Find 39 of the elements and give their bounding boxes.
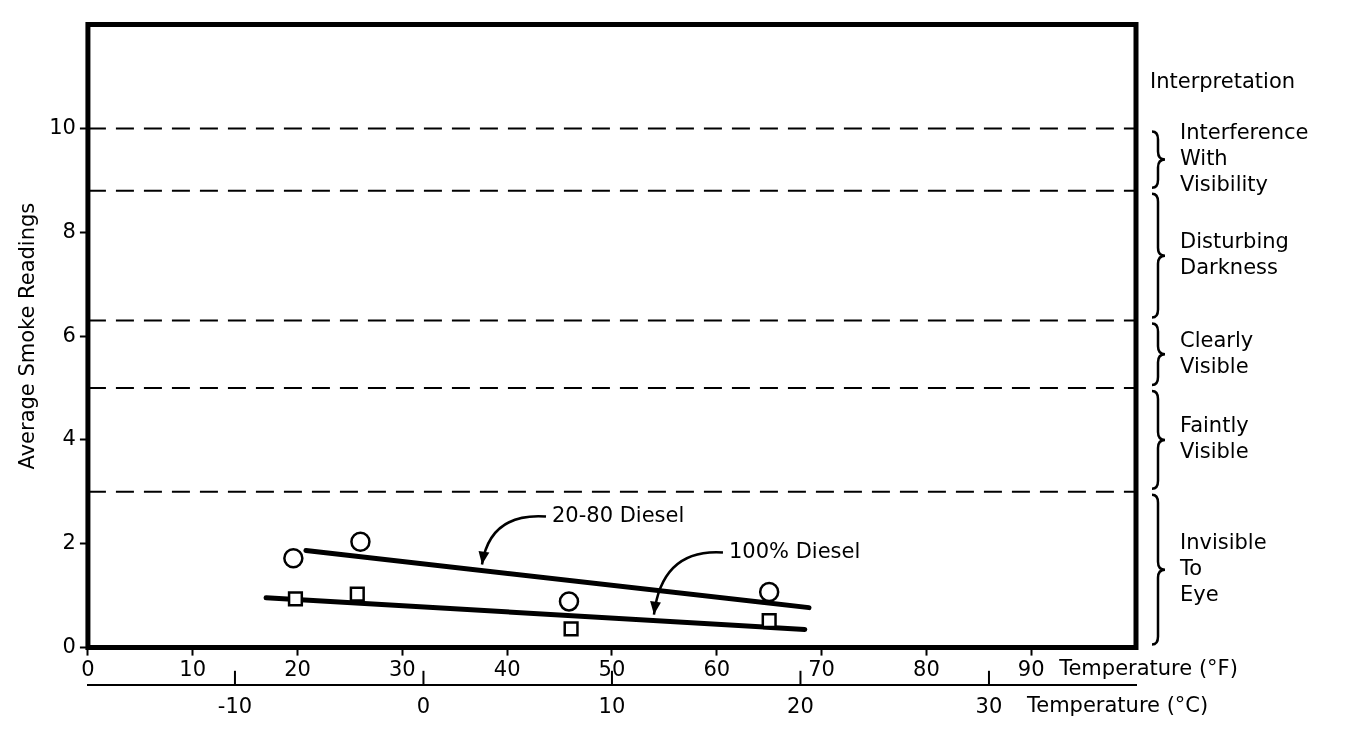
point: [287, 591, 304, 607]
y-tick-label: 8: [62, 218, 76, 243]
point: [758, 581, 780, 603]
x2-tick-label: 30: [975, 693, 1003, 718]
y-tick-label: 4: [62, 426, 76, 451]
x2-tick-label: 20: [787, 693, 814, 718]
x-tick-label: 50: [598, 656, 626, 681]
y-tick-label: 2: [62, 530, 76, 555]
text: Invisible To Eye: [1179, 530, 1267, 607]
point: [350, 531, 371, 552]
y-axis-title: Average Smoke Readings: [15, 202, 40, 470]
x-tick-label: 80: [913, 656, 940, 681]
x-axis-title: Temperature (°F): [1058, 656, 1238, 681]
text: 100% Diesel: [728, 539, 861, 564]
point: [558, 591, 580, 612]
x-tick-label: 30: [388, 656, 416, 681]
y-tick-label: 6: [62, 322, 76, 347]
point: [283, 548, 304, 569]
y-tick-label: 0: [62, 634, 76, 659]
point: [349, 586, 365, 602]
text: Faintly Visible: [1180, 413, 1249, 464]
x2-axis-title: Temperature (°C): [1025, 693, 1209, 718]
x-tick-label: 70: [808, 656, 835, 681]
text: 20-80 Diesel: [552, 502, 685, 527]
x-tick-label: 60: [703, 656, 731, 681]
x2-tick-label: 10: [598, 693, 626, 718]
x2-tick-label: -10: [217, 693, 253, 718]
text: Interpretation: [1150, 69, 1296, 94]
text: Interference With Visibility: [1180, 120, 1309, 197]
x-tick-label: 40: [493, 656, 521, 681]
x-tick-label: 0: [81, 656, 95, 681]
text: Disturbing Darkness: [1180, 229, 1289, 280]
y-tick-label: 10: [49, 114, 76, 139]
x-tick-label: 10: [179, 656, 207, 681]
x2-tick-label: 0: [416, 693, 431, 718]
point: [563, 621, 579, 637]
text: Clearly Visible: [1180, 327, 1254, 378]
x-tick-label: 20: [284, 656, 311, 681]
x-tick-label: 90: [1017, 656, 1045, 681]
